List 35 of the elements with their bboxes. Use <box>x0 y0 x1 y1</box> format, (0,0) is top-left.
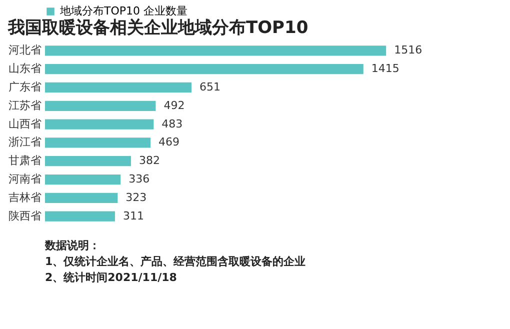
y-tick-label: 江苏省 <box>8 98 42 112</box>
y-tick-label: 河北省 <box>8 44 42 57</box>
bar <box>45 64 364 74</box>
bar <box>45 82 192 93</box>
bar <box>45 119 154 130</box>
data-label: 651 <box>199 80 220 94</box>
y-tick-label: 广东省 <box>8 80 42 94</box>
bar <box>45 192 118 203</box>
chart-title: 我国取暖设备相关企业地域分布TOP10 <box>7 18 308 38</box>
data-label: 1415 <box>371 62 400 76</box>
y-tick-label: 山东省 <box>8 62 42 76</box>
y-tick-label: 甘肃省 <box>8 154 42 168</box>
data-label: 492 <box>164 98 185 112</box>
y-tick-label: 吉林省 <box>8 190 42 204</box>
y-tick-label: 山西省 <box>8 117 42 130</box>
bar <box>45 138 151 148</box>
data-label: 483 <box>162 117 183 130</box>
data-label: 469 <box>158 136 180 149</box>
text: 数据说明： <box>44 239 100 252</box>
bar <box>45 211 115 222</box>
text: 2、统计时间2021/11/18 <box>45 271 177 284</box>
data-label: 311 <box>122 209 144 222</box>
y-tick-label: 陕西省 <box>8 209 42 222</box>
y-tick-label: 河南省 <box>8 172 42 186</box>
data-label: 336 <box>128 172 150 186</box>
data-label: 323 <box>126 190 147 204</box>
y-tick-label: 浙江省 <box>8 136 42 149</box>
bar <box>45 100 156 111</box>
bar <box>45 156 131 166</box>
bar <box>45 174 121 185</box>
text: 1、仅统计企业名、产品、经营范围含取暖设备的企业 <box>45 255 306 268</box>
data-label: 1516 <box>394 44 422 57</box>
legend-label: 地域分布TOP10 企业数量 <box>59 4 188 18</box>
bar <box>45 46 386 56</box>
data-label: 382 <box>138 154 160 168</box>
